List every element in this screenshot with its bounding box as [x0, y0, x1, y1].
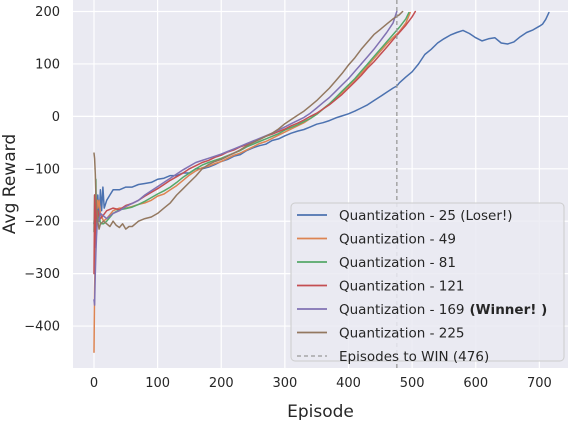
legend-label: Quantization - 81 — [339, 255, 456, 271]
legend-entry: Quantization - 225 — [339, 326, 465, 342]
legend-entry: Quantization - 49 — [339, 232, 456, 248]
series-line-quantization-25-loser — [93, 11, 550, 230]
legend-label: Quantization - 25 (Loser!) — [339, 208, 513, 224]
series-lines — [93, 10, 550, 354]
legend-entry: Quantization - 121 — [339, 279, 465, 295]
x-tick-label: 400 — [336, 376, 361, 391]
x-tick-label: 600 — [463, 376, 488, 391]
legend-label: Quantization - 169 — [339, 302, 465, 318]
x-tick-label: 700 — [527, 376, 552, 391]
y-tick-labels: −400 −300 −200 −100 0 100 200 — [24, 5, 60, 335]
x-tick-label: 0 — [90, 376, 98, 391]
legend-entry: Episodes to WIN (476) — [339, 349, 489, 365]
series-line-quantization-169 — [93, 10, 398, 306]
legend-entry: Quantization - 169 (Winner! ) — [339, 302, 547, 318]
y-tick-label: 100 — [35, 57, 60, 72]
legend-box — [290, 202, 565, 362]
y-tick-label: −100 — [24, 162, 60, 177]
series-line-quantization-49 — [93, 11, 411, 354]
x-tick-label: 100 — [145, 376, 170, 391]
legend-entry: Quantization - 25 (Loser!) — [339, 208, 513, 224]
y-tick-label: −400 — [24, 320, 60, 335]
x-tick-labels: 0 100 200 300 400 500 600 700 — [90, 376, 552, 391]
legend-entry: Quantization - 81 — [339, 255, 456, 271]
legend-label: Episodes to WIN (476) — [339, 349, 489, 365]
x-tick-label: 200 — [209, 376, 234, 391]
legend-label: Quantization - 225 — [339, 326, 465, 342]
x-tick-label: 300 — [272, 376, 297, 391]
y-tick-label: 200 — [35, 5, 60, 20]
y-tick-label: −300 — [24, 267, 60, 282]
legend-label: Quantization - 49 — [339, 232, 456, 248]
x-axis-label: Episode — [287, 402, 354, 420]
y-tick-label: 0 — [52, 110, 60, 125]
legend-emphasis: (Winner! ) — [470, 302, 548, 318]
legend-label: Quantization - 121 — [339, 279, 465, 295]
y-tick-label: −200 — [24, 215, 60, 230]
y-axis-label: Avg Reward — [0, 134, 20, 234]
series-line-quantization-225 — [93, 10, 404, 230]
legend: Quantization - 25 (Loser!) Quantization -… — [290, 202, 565, 365]
x-tick-label: 500 — [400, 376, 425, 391]
